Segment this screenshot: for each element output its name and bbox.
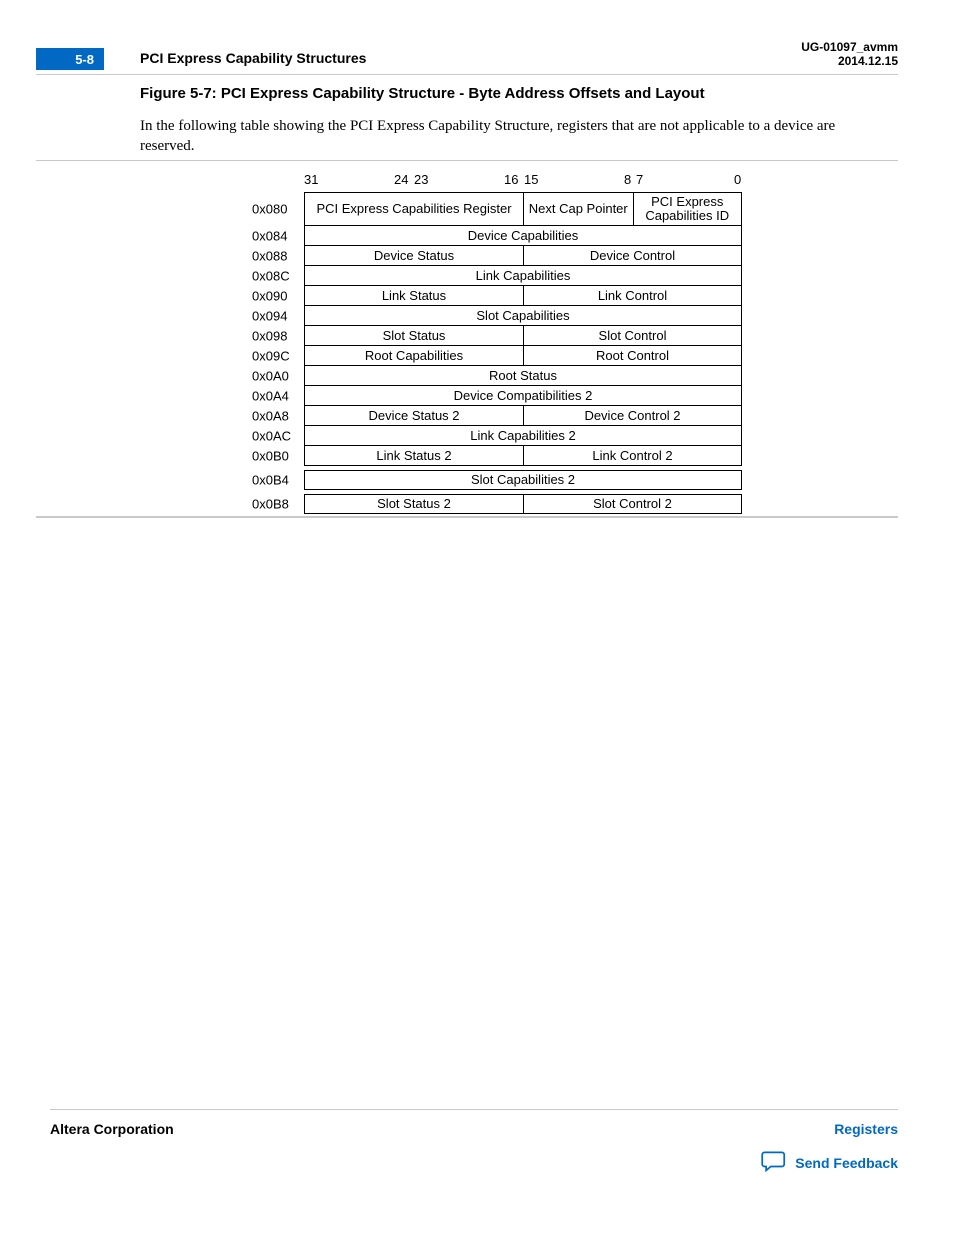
register-table: 31 24 23 16 15 8 7 0 0x080 PCI Express Ca… (252, 172, 742, 514)
bit-label-8: 8 (624, 172, 631, 187)
figure-intro: In the following table showing the PCI E… (140, 116, 864, 157)
register-cell: Slot Status 2 (304, 494, 523, 514)
bit-label-15: 15 (524, 172, 538, 187)
table-row: 0x084 Device Capabilities (252, 226, 742, 246)
table-row: 0x098 Slot StatusSlot Control (252, 326, 742, 346)
bit-label-24: 24 (394, 172, 408, 187)
table-row: 0x0B8 Slot Status 2Slot Control 2 (252, 494, 742, 514)
table-row: 0x0A8 Device Status 2Device Control 2 (252, 406, 742, 426)
row-address: 0x0B4 (252, 473, 300, 488)
figure-title: Figure 5-7: PCI Express Capability Struc… (140, 85, 705, 102)
register-cell: Link Control 2 (523, 446, 742, 466)
feedback-icon (761, 1150, 787, 1175)
table-row: 0x080 PCI Express Capabilities RegisterNe… (252, 192, 742, 226)
bit-label-23: 23 (414, 172, 428, 187)
table-row: 0x088 Device StatusDevice Control (252, 246, 742, 266)
register-cell: Device Capabilities (304, 226, 742, 246)
table-row: 0x090 Link StatusLink Control (252, 286, 742, 306)
register-cell: Next Cap Pointer (523, 192, 633, 226)
register-cell: PCI Express Capabilities Register (304, 192, 523, 226)
register-cell: Link Status 2 (304, 446, 523, 466)
table-row: 0x08C Link Capabilities (252, 266, 742, 286)
bit-label-31: 31 (304, 172, 318, 187)
register-cell: Link Status (304, 286, 523, 306)
table-row: 0x09C Root CapabilitiesRoot Control (252, 346, 742, 366)
register-cell: Slot Status (304, 326, 523, 346)
row-address: 0x080 (252, 202, 300, 217)
register-cell: Slot Control 2 (523, 494, 742, 514)
table-row: 0x0B4 Slot Capabilities 2 (252, 470, 742, 490)
register-cell: Device Status (304, 246, 523, 266)
row-address: 0x0A0 (252, 369, 300, 384)
register-cell: Slot Control (523, 326, 742, 346)
row-address: 0x0A4 (252, 389, 300, 404)
table-row: 0x0A0 Root Status (252, 366, 742, 386)
bit-label-16: 16 (504, 172, 518, 187)
register-cell: Device Status 2 (304, 406, 523, 426)
register-cell: Device Control 2 (523, 406, 742, 426)
row-address: 0x094 (252, 309, 300, 324)
register-cell: Root Control (523, 346, 742, 366)
register-cell: Link Control (523, 286, 742, 306)
figure-bottom-rule (36, 516, 898, 518)
header-rule (36, 74, 898, 75)
doc-id: UG-01097_avmm (801, 40, 898, 54)
bit-labels: 31 24 23 16 15 8 7 0 (252, 172, 742, 190)
page-number-badge: 5-8 (36, 48, 104, 70)
table-row: 0x0AC Link Capabilities 2 (252, 426, 742, 446)
row-address: 0x098 (252, 329, 300, 344)
table-row: 0x0A4 Device Compatibilities 2 (252, 386, 742, 406)
row-address: 0x09C (252, 349, 300, 364)
table-row: 0x094 Slot Capabilities (252, 306, 742, 326)
section-title: PCI Express Capability Structures (140, 50, 366, 66)
row-address: 0x084 (252, 229, 300, 244)
register-cell: PCI Express Capabilities ID (633, 192, 743, 226)
row-address: 0x0B8 (252, 497, 300, 512)
send-feedback-link[interactable]: Send Feedback (761, 1150, 898, 1175)
footer-company: Altera Corporation (50, 1121, 174, 1137)
row-address: 0x0A8 (252, 409, 300, 424)
row-address: 0x0AC (252, 429, 300, 444)
register-cell: Device Control (523, 246, 742, 266)
row-address: 0x08C (252, 269, 300, 284)
footer-link-registers[interactable]: Registers (834, 1121, 898, 1137)
register-cell: Slot Capabilities (304, 306, 742, 326)
bit-label-7: 7 (636, 172, 643, 187)
register-cell: Link Capabilities 2 (304, 426, 742, 446)
send-feedback-label: Send Feedback (795, 1155, 898, 1171)
row-address: 0x0B0 (252, 449, 300, 464)
register-cell: Root Capabilities (304, 346, 523, 366)
row-address: 0x088 (252, 249, 300, 264)
register-cell: Slot Capabilities 2 (304, 470, 742, 490)
table-row: 0x0B0 Link Status 2Link Control 2 (252, 446, 742, 466)
doc-date: 2014.12.15 (838, 54, 898, 68)
row-address: 0x090 (252, 289, 300, 304)
footer-rule (50, 1109, 898, 1110)
register-cell: Device Compatibilities 2 (304, 386, 742, 406)
register-cell: Link Capabilities (304, 266, 742, 286)
register-cell: Root Status (304, 366, 742, 386)
bit-label-0: 0 (734, 172, 741, 187)
figure-top-rule (36, 160, 898, 161)
